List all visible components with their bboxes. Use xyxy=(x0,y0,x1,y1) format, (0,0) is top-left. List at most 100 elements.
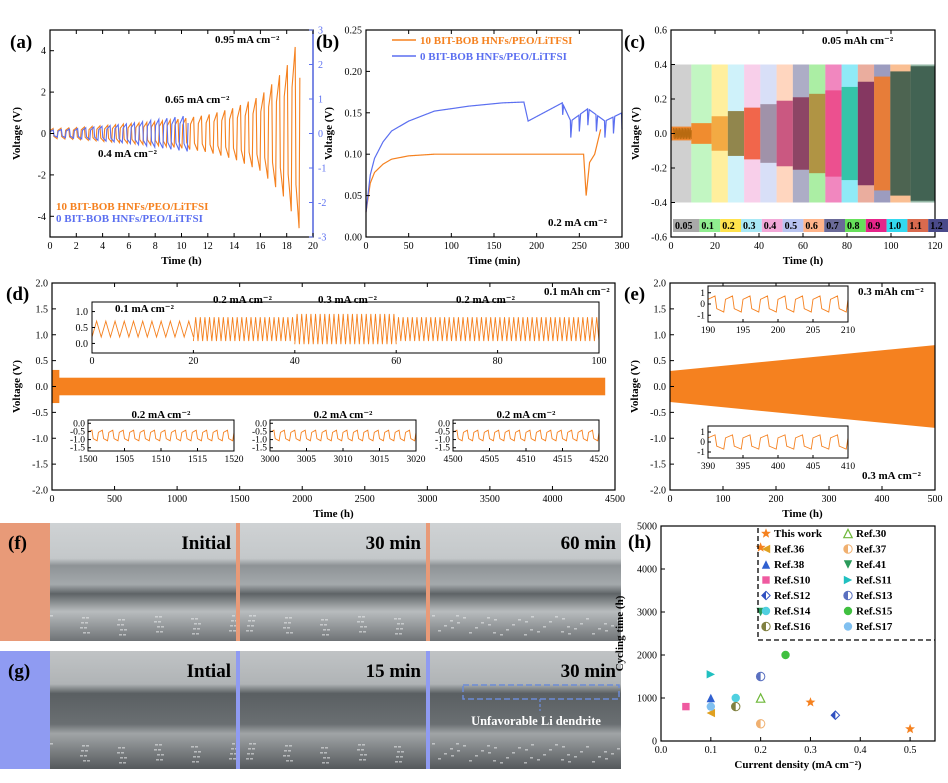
photo-speckle xyxy=(121,624,124,626)
step-voltage-band xyxy=(792,97,810,170)
photo-speckle xyxy=(475,627,478,629)
x-tick-label: 1505 xyxy=(115,455,134,465)
photo-speckle xyxy=(159,744,162,746)
step-voltage-band xyxy=(711,116,728,151)
x-tick-label: 400 xyxy=(771,462,786,472)
inset-segment-label: 0.2 mA cm⁻² xyxy=(213,294,273,306)
photo-speckle xyxy=(154,621,157,623)
photo-speckle xyxy=(512,752,515,754)
series-band xyxy=(52,377,606,396)
photo-speckle xyxy=(252,748,255,750)
y-tick-label: -1.5 xyxy=(32,460,48,471)
photo-speckle xyxy=(395,761,398,763)
plot-frame-h xyxy=(660,525,936,742)
y-tick-label: -1.5 xyxy=(70,444,85,454)
photo-speckle xyxy=(84,627,87,629)
photo-speckle xyxy=(122,619,125,621)
photo-color-strip xyxy=(0,523,50,641)
step-voltage-band xyxy=(727,111,745,156)
photo-speckle xyxy=(229,758,232,760)
step-label: 0.05 xyxy=(675,221,693,232)
photo-speckle xyxy=(394,618,397,620)
legend-entry: Ref.S15 xyxy=(856,606,893,618)
photo-speckle xyxy=(195,746,198,748)
x-tick-label: 250 xyxy=(572,241,587,252)
photo-speckle xyxy=(493,760,496,762)
photo-speckle xyxy=(574,756,577,758)
photo-speckle xyxy=(549,621,552,623)
photo-speckle xyxy=(401,623,404,625)
x-tick-label: 0.2 xyxy=(754,745,767,756)
y-tick-label: -1.0 xyxy=(435,436,450,446)
step-label: 0.7 xyxy=(826,221,839,232)
y-tick-label: 1.5 xyxy=(36,304,49,315)
photo-speckle xyxy=(252,620,255,622)
inset-series-line xyxy=(707,434,849,450)
photo-speckle xyxy=(568,761,571,763)
photo-frame-label: 30 min xyxy=(561,661,617,682)
x-tick-label: 80 xyxy=(842,241,852,252)
photo-speckle xyxy=(123,634,126,636)
photo-speckle xyxy=(605,758,608,760)
photo-speckle xyxy=(251,753,254,755)
x-tick-label: 395 xyxy=(736,462,751,472)
photo-speckle xyxy=(543,626,546,628)
photo-speckle xyxy=(323,757,326,759)
x-tick-label: 200 xyxy=(529,241,544,252)
x-tick-label: 205 xyxy=(806,326,821,336)
photo-speckle xyxy=(398,618,401,620)
photo-speckle xyxy=(83,760,86,762)
legend-entry: Ref.S16 xyxy=(774,621,811,633)
photo-speckle xyxy=(398,746,401,748)
x-tick-label: 1000 xyxy=(167,494,187,505)
scatter-point-fill xyxy=(756,672,761,681)
x-tick-label: 100 xyxy=(592,356,607,367)
photo-speckle xyxy=(362,744,365,746)
photo-speckle xyxy=(487,617,490,619)
scatter-point xyxy=(706,670,716,679)
y-tick-label: -1.5 xyxy=(252,444,267,454)
y-tick-label: 0 xyxy=(652,737,657,748)
photo-speckle xyxy=(231,748,234,750)
x-tick-label: 0 xyxy=(90,356,95,367)
photo-frame-label: 30 min xyxy=(366,533,422,554)
x-tick-label: 20 xyxy=(710,241,720,252)
photo-speckle xyxy=(358,616,361,618)
x-tick-label: 40 xyxy=(754,241,764,252)
inset-segment-label: 0.2 mA cm⁻² xyxy=(456,294,516,306)
panel-label: (a) xyxy=(10,32,32,53)
x-tick-label: 0.5 xyxy=(904,745,917,756)
photo-speckle xyxy=(87,760,90,762)
legend-entry: 0 BIT-BOB HNFs/PEO/LiTFSI xyxy=(56,213,203,225)
y-tick-label: 0.4 xyxy=(655,60,668,71)
scatter-point xyxy=(706,702,716,711)
photo-speckle xyxy=(81,750,84,752)
scatter-point xyxy=(842,527,854,539)
step-voltage-band xyxy=(825,90,842,177)
photo-speckle xyxy=(357,749,360,751)
photo-speckle xyxy=(586,746,589,748)
inset-d-bottom: 1500 1505 1510 1515 1520 -1.5-1.0-0.50.0 0.2 m… xyxy=(70,409,244,465)
x-tick-label: 6 xyxy=(126,241,131,252)
x-tick-label: 120 xyxy=(928,241,943,252)
photo-speckle xyxy=(475,755,478,757)
legend-entry: Ref.37 xyxy=(856,544,887,556)
photo-speckle xyxy=(86,617,89,619)
y-tick-label: 0.10 xyxy=(345,150,363,161)
dendrite-highlight-box xyxy=(462,684,620,700)
x-tick-label: 3015 xyxy=(370,455,389,465)
scatter-point xyxy=(761,606,771,616)
y-tick-label: 0 xyxy=(700,438,705,448)
inset-series-line xyxy=(269,429,417,442)
x-tick-label: 4500 xyxy=(444,455,463,465)
scatter-point xyxy=(762,576,770,584)
inset-label: 0.2 mA cm⁻² xyxy=(132,409,192,421)
scatter-point-fill xyxy=(843,544,848,554)
photo-speckle xyxy=(251,625,254,627)
photo-speckle xyxy=(555,744,558,746)
photo-speckle xyxy=(567,626,570,628)
panel-label: (f) xyxy=(8,533,27,554)
x-tick-label: 1515 xyxy=(188,455,207,465)
